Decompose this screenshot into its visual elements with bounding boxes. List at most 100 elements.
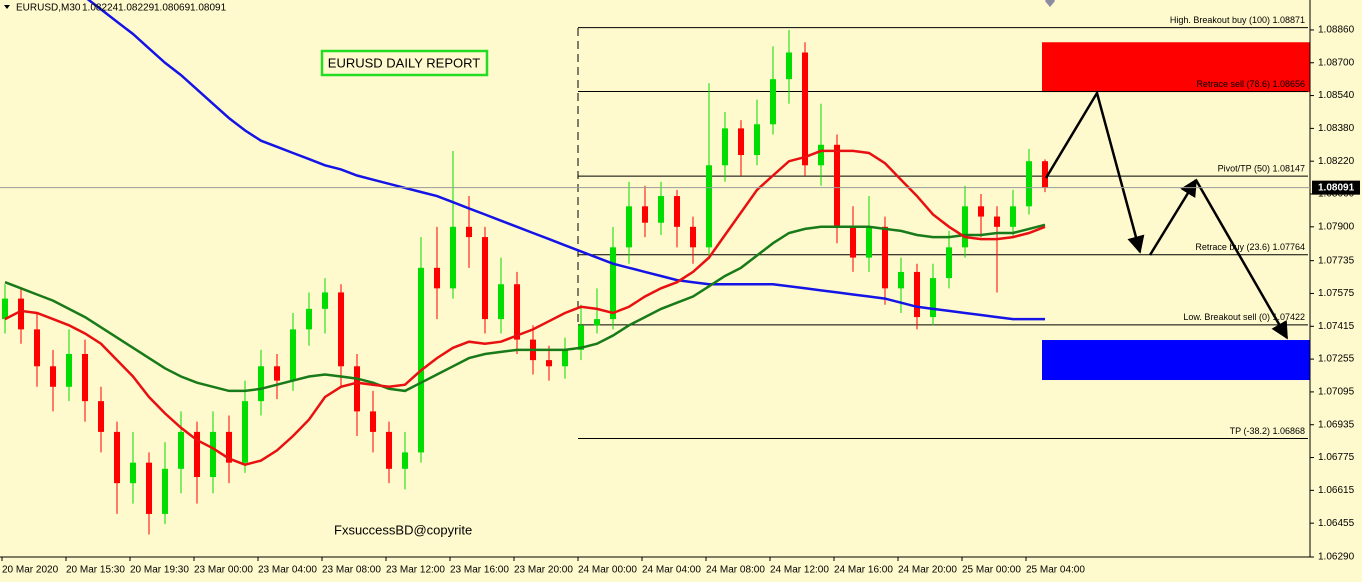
plot bbox=[2, 0, 1048, 535]
x-tick-label: 20 Mar 19:30 bbox=[130, 565, 189, 576]
x-tick-label: 25 Mar 00:00 bbox=[962, 565, 1021, 576]
candle-body bbox=[162, 468, 168, 514]
candle-body bbox=[786, 52, 792, 80]
candle-body bbox=[194, 431, 200, 478]
candle-body bbox=[98, 401, 104, 432]
x-tick-label: 20 Mar 2020 bbox=[2, 565, 59, 576]
candle-body bbox=[946, 247, 952, 279]
x-tick-label: 23 Mar 00:00 bbox=[194, 565, 253, 576]
y-tick-label: 1.07095 bbox=[1318, 387, 1355, 398]
candle-body bbox=[834, 144, 840, 227]
current-price-box bbox=[1312, 180, 1360, 195]
x-tick-label: 23 Mar 12:00 bbox=[386, 565, 445, 576]
candle-body bbox=[274, 366, 280, 381]
candle-body bbox=[482, 237, 488, 320]
x-tick-label: 23 Mar 20:00 bbox=[514, 565, 573, 576]
x-tick-label: 24 Mar 08:00 bbox=[706, 565, 765, 576]
x-tick-label: 24 Mar 00:00 bbox=[578, 565, 637, 576]
candle-body bbox=[626, 206, 632, 248]
y-tick-label: 1.08700 bbox=[1318, 57, 1355, 68]
candle-body bbox=[674, 196, 680, 227]
candle-body bbox=[82, 353, 88, 402]
candle-body bbox=[18, 298, 24, 330]
candle-body bbox=[2, 298, 8, 320]
level-label: TP (-38.2) 1.06868 bbox=[1230, 426, 1305, 436]
candle-body bbox=[418, 267, 424, 453]
candle-body bbox=[546, 360, 552, 367]
candle-body bbox=[802, 52, 808, 166]
header-value: 1.08224 bbox=[82, 3, 119, 14]
ma-line bbox=[4, 223, 1046, 393]
candle-body bbox=[66, 353, 72, 387]
y-tick-label: 1.06615 bbox=[1318, 485, 1355, 496]
candle-body bbox=[754, 124, 760, 156]
y-tick-label: 1.08380 bbox=[1318, 123, 1355, 134]
x-tick-label: 24 Mar 20:00 bbox=[898, 565, 957, 576]
y-tick-label: 1.07735 bbox=[1318, 255, 1355, 266]
header-ohlc: 1.08224 1.08229 1.08069 1.08091 bbox=[82, 3, 227, 14]
candle-body bbox=[994, 216, 1000, 227]
arrow bbox=[1194, 179, 1289, 340]
candle-body bbox=[1042, 161, 1048, 188]
candle-body bbox=[930, 278, 936, 318]
y-tick-label: 1.06775 bbox=[1318, 452, 1355, 463]
candle-body bbox=[866, 226, 872, 258]
candle-body bbox=[322, 292, 328, 309]
y-tick-label: 1.06290 bbox=[1318, 552, 1355, 563]
candle-body bbox=[114, 431, 120, 484]
candle-body bbox=[914, 271, 920, 318]
candle-body bbox=[210, 431, 216, 478]
candle-body bbox=[514, 284, 520, 340]
y-tick-label: 1.06935 bbox=[1318, 419, 1355, 430]
header-value: 1.08229 bbox=[118, 3, 155, 14]
candle-body bbox=[354, 366, 360, 412]
level-label: Retrace sell (78.6) 1.08656 bbox=[1196, 79, 1305, 89]
candle-body bbox=[578, 325, 584, 350]
x-tick-label: 24 Mar 16:00 bbox=[834, 565, 893, 576]
zones bbox=[1042, 42, 1310, 381]
candle-body bbox=[434, 267, 440, 289]
candle-body bbox=[658, 196, 664, 223]
level-label: Low. Breakout sell (0) 1.07422 bbox=[1183, 312, 1305, 322]
x-tick-label: 23 Mar 04:00 bbox=[258, 565, 317, 576]
y-tick-label: 1.07575 bbox=[1318, 288, 1355, 299]
level-label: Pivot/TP (50) 1.08147 bbox=[1218, 164, 1305, 174]
arrow bbox=[1148, 178, 1198, 256]
candle-body bbox=[722, 128, 728, 166]
candle-body bbox=[242, 401, 248, 463]
y-tick-label: 1.08220 bbox=[1318, 156, 1355, 167]
forecast-arrows bbox=[1044, 89, 1289, 340]
y-tick-label: 1.07255 bbox=[1318, 354, 1355, 365]
candle-body bbox=[562, 349, 568, 367]
x-tick-label: 24 Mar 12:00 bbox=[770, 565, 829, 576]
candle-body bbox=[226, 431, 232, 463]
ma-line bbox=[86, 0, 1045, 321]
candle-body bbox=[258, 366, 264, 402]
candle-body bbox=[770, 79, 776, 125]
candle-body bbox=[642, 206, 648, 223]
current-price-label: 1.08091 bbox=[1318, 182, 1355, 193]
candle-body bbox=[130, 462, 136, 484]
x-tick-label: 23 Mar 08:00 bbox=[322, 565, 381, 576]
symbol: EURUSD,M30 bbox=[16, 3, 81, 14]
y-tick-label: 1.06455 bbox=[1318, 518, 1355, 529]
candle-body bbox=[34, 329, 40, 367]
candle-body bbox=[386, 431, 392, 469]
fib-levels: High. Breakout buy (100) 1.08871 Retrace … bbox=[578, 15, 1308, 439]
candle-body bbox=[370, 411, 376, 432]
zone bbox=[1042, 42, 1310, 93]
candle-body bbox=[402, 452, 408, 469]
candle-body bbox=[898, 271, 904, 289]
x-tick-label: 20 Mar 15:30 bbox=[66, 565, 125, 576]
ma-line bbox=[4, 149, 1046, 467]
candle-body bbox=[450, 226, 456, 289]
zone bbox=[1042, 340, 1310, 381]
candle-body bbox=[178, 431, 184, 469]
candle-body bbox=[1010, 206, 1016, 227]
candle-body bbox=[882, 226, 888, 289]
x-tick-label: 23 Mar 16:00 bbox=[450, 565, 509, 576]
candle-body bbox=[1026, 161, 1032, 207]
candle-body bbox=[306, 308, 312, 330]
